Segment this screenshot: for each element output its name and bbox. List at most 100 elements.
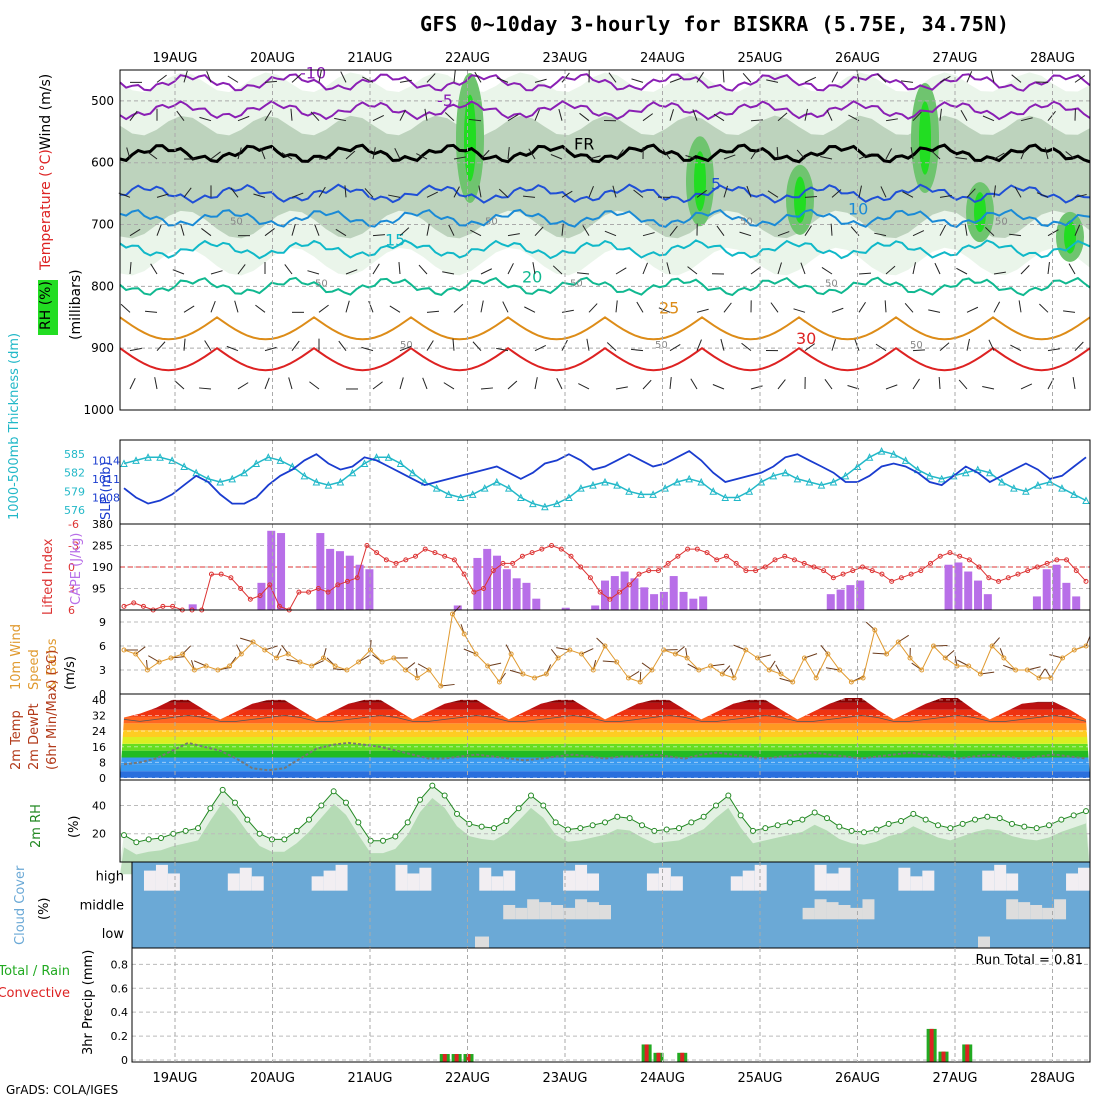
label-total-rain: Total / Rain	[0, 964, 70, 979]
wind-barb	[183, 305, 195, 313]
top-day-label: 24AUG	[640, 51, 685, 66]
rh-point	[1021, 823, 1028, 830]
precip-conv-bar	[644, 1044, 649, 1062]
thickness-point	[733, 493, 742, 501]
wind-speed-point	[262, 647, 268, 653]
cloud-high	[838, 867, 851, 891]
rh-point	[898, 818, 904, 824]
top-day-label: 23AUG	[542, 51, 587, 66]
wind-speed-line	[123, 612, 1087, 688]
wind-barb	[372, 114, 385, 122]
wind-speed-point	[285, 651, 291, 657]
bottom-day-label: 20AUG	[250, 1071, 295, 1086]
slp-thickness-panel: 576 579 582 585 1008 1011 1014	[64, 446, 1090, 517]
rh-point	[306, 816, 312, 823]
wind10m-panel: 0 3 6 9	[99, 605, 1091, 701]
cape-bar	[532, 598, 541, 610]
li-point	[704, 550, 710, 556]
cape-bar	[483, 548, 492, 610]
cloud-high	[898, 867, 911, 891]
cape-bar	[345, 555, 354, 610]
li-point	[675, 553, 681, 559]
wind-speed-point	[473, 651, 479, 657]
wind-barb	[442, 271, 455, 275]
thickness-point	[276, 456, 285, 464]
wind-speed-point	[438, 683, 444, 689]
thickness-point	[180, 462, 188, 471]
thickness-point	[697, 477, 706, 486]
wind-barb	[904, 302, 914, 313]
thickness-point	[432, 484, 441, 492]
li-tick: -6	[68, 518, 79, 531]
cape-bar	[983, 594, 992, 610]
isotherm-label: FR	[574, 134, 594, 153]
li-point	[723, 553, 729, 559]
wind-speed-point	[1013, 667, 1019, 673]
wind-barb	[901, 80, 914, 83]
li-point	[539, 546, 545, 552]
li-point	[1034, 564, 1040, 570]
wind-barb	[939, 75, 951, 83]
wind-speed-point	[661, 647, 667, 653]
thickness-point	[252, 459, 261, 467]
wind-barb	[588, 186, 594, 198]
wind-barb	[723, 302, 732, 313]
rh-cell-core	[464, 94, 476, 182]
wind-barb	[399, 109, 406, 121]
wind-speed-point	[133, 651, 139, 657]
rh-point	[750, 827, 756, 834]
wind-barb	[424, 108, 428, 121]
top-day-label: 21AUG	[347, 51, 392, 66]
wind-barb	[129, 377, 136, 390]
wind-barb	[129, 347, 142, 352]
wind-barb	[766, 79, 779, 83]
wind-speed-point	[907, 655, 913, 661]
rh-point	[984, 813, 991, 820]
wind-speed-point	[942, 655, 948, 661]
wind-speed-point	[274, 655, 280, 661]
top-day-label: 19AUG	[152, 51, 197, 66]
rh-point	[602, 819, 608, 826]
axis-label-pressure: (millibars)	[68, 269, 84, 340]
li-point	[218, 571, 224, 577]
wind-barb	[588, 155, 601, 160]
wind-speed-point	[1048, 675, 1054, 681]
wind-barb	[288, 377, 293, 390]
wind-barb	[831, 339, 836, 351]
rh-point	[824, 815, 830, 822]
wind-speed-point	[391, 655, 397, 661]
wind-speed-point	[168, 655, 174, 661]
li-point	[753, 568, 759, 574]
thickness-point	[468, 490, 477, 498]
li-point	[393, 560, 399, 566]
wind-barb	[176, 110, 185, 121]
wind-speed-point	[848, 679, 854, 685]
isotherm-line	[119, 73, 1091, 92]
label-cloud-unit: (%)	[37, 898, 52, 921]
wind-barb	[858, 185, 862, 198]
wind-barb	[692, 109, 698, 121]
wind-barb	[669, 344, 681, 352]
wind-barb	[1020, 265, 1030, 275]
dewpoint-line	[123, 741, 1087, 772]
isotherm-line	[119, 143, 1091, 164]
rh-point	[725, 792, 732, 799]
thickness-point	[240, 468, 249, 477]
precip-conv-bar	[656, 1052, 661, 1062]
li-point	[374, 550, 380, 556]
wind-barb	[1074, 193, 1087, 198]
wind-barb	[480, 387, 493, 390]
wind-barb	[777, 231, 790, 237]
wind-speed-point	[684, 655, 690, 661]
wind-barb	[1018, 300, 1022, 313]
cloud-high	[407, 873, 420, 891]
rh-point	[330, 788, 337, 795]
wind-barb	[1047, 348, 1060, 352]
rh-point	[293, 827, 300, 834]
wind-barb	[507, 380, 518, 390]
rh-point	[799, 816, 806, 823]
li-point	[461, 571, 467, 577]
bottom-day-label: 28AUG	[1030, 1071, 1075, 1086]
cloud-low	[978, 936, 990, 948]
